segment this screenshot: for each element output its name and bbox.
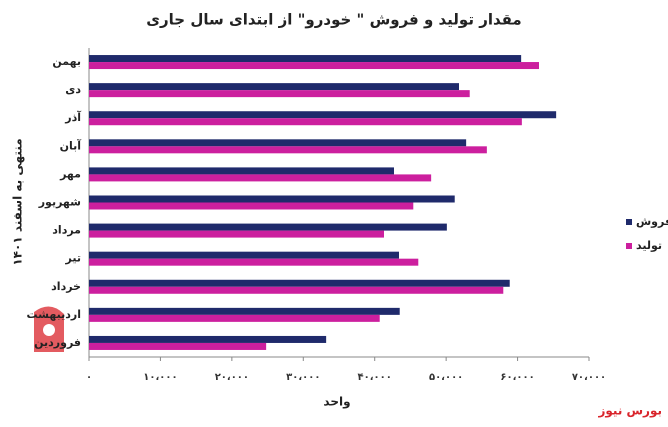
- bar: [89, 62, 539, 70]
- legend-label: فروش: [636, 215, 668, 228]
- y-tick-label: اردیبهشت: [27, 308, 81, 321]
- x-tick-label: ۶۰،۰۰۰: [500, 372, 534, 383]
- legend-swatch: [626, 243, 632, 249]
- y-tick-label: دی: [65, 83, 81, 96]
- x-tick-label: ۰: [86, 372, 92, 383]
- bar: [89, 223, 447, 231]
- x-axis-title: واحد: [323, 395, 350, 410]
- y-tick-label: بهمن: [52, 55, 81, 68]
- x-tick-label: ۷۰،۰۰۰: [572, 372, 606, 383]
- bar: [89, 314, 380, 322]
- y-tick-label: مهر: [59, 167, 81, 180]
- legend-swatch: [626, 219, 632, 225]
- y-axis-title: منتهی به اسفند ۱۴۰۱: [11, 138, 25, 265]
- x-tick-label: ۳۰،۰۰۰: [286, 372, 320, 383]
- bar: [89, 342, 267, 350]
- y-tick-label: آذر: [64, 110, 81, 124]
- chart-title: مقدار تولید و فروش " خودرو" از ابتدای سا…: [146, 11, 521, 29]
- bar: [89, 202, 414, 210]
- bar: [89, 139, 467, 147]
- bar: [89, 279, 510, 287]
- bar: [89, 258, 419, 266]
- y-tick-label: فروردین: [34, 336, 81, 349]
- legend-label: تولید: [636, 239, 662, 252]
- bar: [89, 55, 522, 63]
- y-tick-label: تیر: [65, 252, 81, 265]
- bar: [89, 118, 522, 126]
- bar: [89, 230, 384, 238]
- bar: [89, 251, 399, 259]
- logo: [34, 306, 64, 352]
- y-tick-label: شهریور: [38, 196, 81, 209]
- bar: [89, 307, 400, 315]
- bar: [89, 146, 487, 154]
- x-tick-label: ۲۰،۰۰۰: [215, 372, 249, 383]
- y-tick-label: آبان: [60, 138, 82, 152]
- bar: [89, 111, 557, 119]
- bar: [89, 90, 470, 98]
- y-tick-label: خرداد: [51, 280, 81, 293]
- bar: [89, 174, 432, 182]
- bar: [89, 83, 459, 91]
- bar: [89, 286, 504, 294]
- x-tick-label: ۱۰،۰۰۰: [143, 372, 177, 383]
- x-tick-label: ۴۰،۰۰۰: [358, 372, 392, 383]
- bar: [89, 195, 455, 203]
- y-tick-label: مرداد: [52, 224, 81, 237]
- bar: [89, 167, 394, 175]
- watermark: بورس نیوز: [597, 404, 662, 419]
- x-tick-label: ۵۰،۰۰۰: [429, 372, 463, 383]
- bar: [89, 335, 327, 343]
